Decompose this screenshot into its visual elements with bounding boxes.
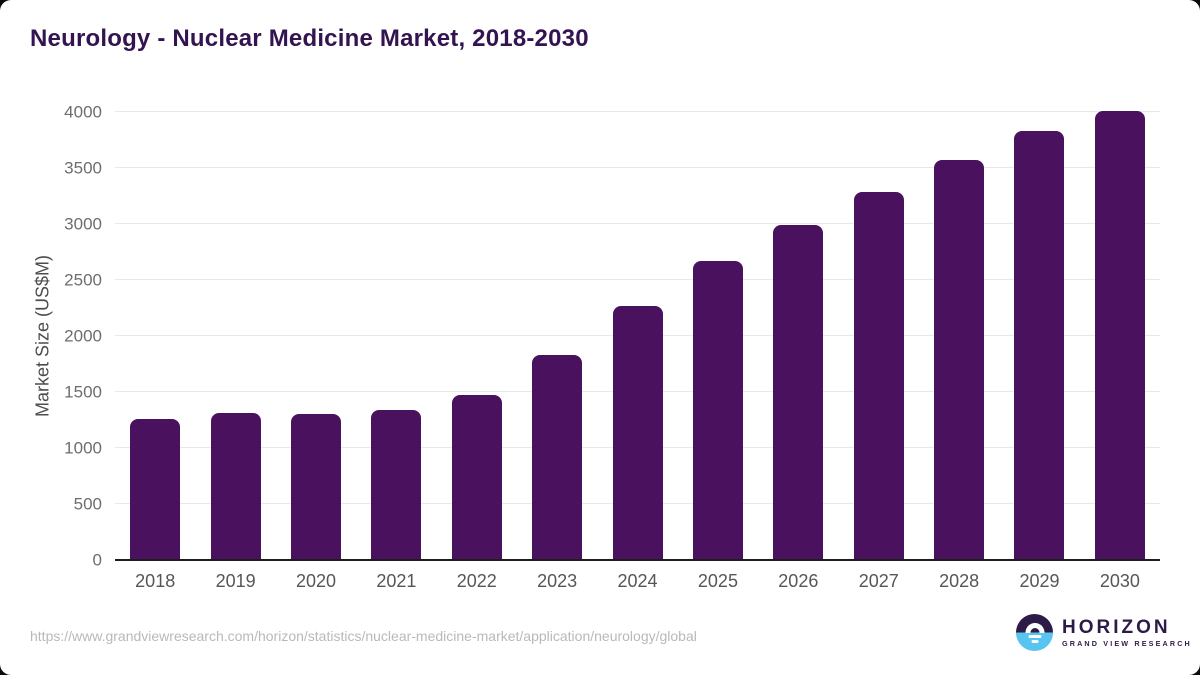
x-axis-tick-label: 2019 [215,571,256,591]
x-axis-tick-label: 2022 [456,571,497,591]
x-axis-tick-label: 2023 [537,571,578,591]
x-axis-labels: 2018 2019 2020 2021 2022 2023 2024 2025 2026 2027… [115,571,1160,592]
bar-2022 [451,395,502,560]
x-axis-line [115,559,1160,561]
bar-2018 [130,418,181,560]
bars-row [115,110,1160,560]
logo-sub-brand-name: GRAND VIEW RESEARCH [1062,639,1192,649]
bar-2021 [371,409,422,560]
bar-2025 [692,260,743,560]
bar-slot [839,112,919,560]
source-url: https://www.grandviewresearch.com/horizo… [30,628,697,644]
bar-2019 [210,413,261,560]
y-axis-tick-label: 4000 [64,102,102,122]
bar-slot [437,112,517,560]
bar-slot [356,112,436,560]
x-axis-tick-label: 2026 [778,571,819,591]
bar-slot [115,112,195,560]
y-axis-tick-label: 2500 [64,270,102,290]
gridline [115,279,1160,280]
horizon-logo: HORIZON GRAND VIEW RESEARCH [1016,614,1192,651]
chart-title: Neurology - Nuclear Medicine Market, 201… [30,25,589,52]
bar-slot [678,112,758,560]
bar-2028 [934,160,985,560]
bar-slot [195,112,275,560]
y-axis-title: Market Size (US$M) [32,254,53,418]
water-line-icon [1028,635,1041,638]
bar-2027 [853,191,904,560]
y-axis-tick-label: 1000 [64,438,102,458]
x-axis-tick-label: 2029 [1019,571,1060,591]
bar-slot [758,112,838,560]
bar-2023 [532,355,583,560]
bar-slot [517,112,597,560]
bar-slot [597,112,677,560]
sun-arch-icon [1025,622,1044,633]
x-axis-tick-label: 2018 [135,571,176,591]
x-axis-tick-label: 2024 [617,571,658,591]
plot-area: 2018 2019 2020 2021 2022 2023 2024 2025 2026 2027… [64,104,1160,591]
water-line-icon [1031,640,1038,643]
logo-brand-name: HORIZON [1062,616,1171,638]
bar-2026 [773,225,824,560]
gridline [115,111,1160,112]
bar-2029 [1014,131,1065,560]
y-axis-tick-label: 500 [73,494,102,514]
bar-2020 [290,414,341,560]
horizon-logo-icon [1016,614,1053,651]
logo-text: HORIZON GRAND VIEW RESEARCH [1062,618,1192,648]
x-axis-tick-label: 2021 [376,571,417,591]
x-axis-tick-label: 2030 [1099,571,1140,591]
x-axis-tick-label: 2020 [295,571,336,591]
bar-slot [919,112,999,560]
gridline [115,223,1160,224]
x-axis-tick-label: 2027 [858,571,899,591]
bar-slot [999,112,1079,560]
x-axis-tick-label: 2025 [697,571,738,591]
x-axis-tick-label: 2028 [939,571,980,591]
gridline [115,167,1160,168]
bar-2024 [612,305,663,560]
y-axis-tick-label: 3500 [64,158,102,178]
bar-slot [276,112,356,560]
y-axis-tick-label: 1500 [64,382,102,402]
bar-slot [1080,110,1160,560]
y-axis-tick-label: 0 [92,550,102,570]
y-axis-tick-label: 3000 [64,214,102,234]
bar-2030 [1094,110,1145,560]
y-axis-tick-label: 2000 [64,326,102,346]
